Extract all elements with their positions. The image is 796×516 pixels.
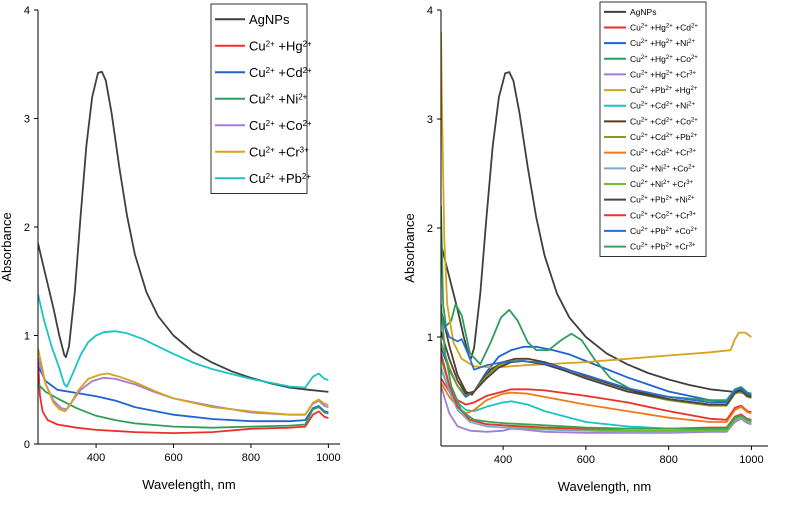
series-line-5 [38,348,329,416]
legend-entry: Cu2+ +Co2+ +Cr3+ [630,210,696,220]
series-line-7 [441,309,752,406]
legend-entry: Cu2+ +Pb2+ +Hg2+ [630,85,698,95]
y-tick-label: 2 [24,222,30,234]
series-line-12 [441,331,752,406]
legend-entry: Cu2+ +Co2+ [249,118,312,133]
legend-entry: AgNPs [630,7,656,17]
series-line-15 [441,304,752,430]
x-tick-label: 600 [577,454,595,466]
legend-entry: Cu2+ +Hg2+ +Ni2+ [630,38,695,48]
legend-entry: AgNPs [249,12,290,27]
legend-entry: Cu2+ +Ni2+ [249,91,308,106]
x-tick-label: 600 [164,452,182,464]
series-line-0 [38,70,329,393]
y-tick-label: 1 [24,331,30,343]
legend-entry: Cu2+ +Hg2+ +Cr3+ [630,69,696,79]
x-axis-label: Wavelength, nm [558,479,651,494]
x-tick-label: 800 [242,452,260,464]
legend-entry: Cu2+ +Pb2+ +Cr3+ [630,242,696,252]
legend-entry: Cu2+ +Hg2+ [249,38,312,53]
series-line-3 [38,383,329,429]
legend-entry: Cu2+ +Pb2+ [249,171,311,186]
y-tick-label: 4 [427,5,433,17]
legend-entry: Cu2+ +Cd2+ [249,65,312,80]
legend-entry: Cu2+ +Cd2+ +Co2+ [630,116,698,126]
legend-entry: Cu2+ +Pb2+ +Co2+ [630,226,698,236]
legend-entry: Cu2+ +Ni2+ +Co2+ [630,163,695,173]
x-tick-label: 400 [87,452,105,464]
legend: AgNPs Cu2+ +Hg2+ +Cd2+ Cu2+ +Hg2+ +Ni2+ Cu2… [599,1,707,257]
legend-entry: Cu2+ +Cd2+ +Cr3+ [630,148,696,158]
legend-entry: Cu2+ +Pb2+ +Ni2+ [630,195,695,205]
y-tick-label: 4 [24,5,30,17]
series-line-4 [441,385,752,434]
legend-entry: Cu2+ +Cd2+ +Ni2+ [630,101,695,111]
series-line-1 [38,359,329,434]
x-tick-label: 1000 [316,452,340,464]
legend-entry: Cu2+ +Cr3+ [249,144,309,159]
y-tick-label: 2 [427,223,433,235]
x-tick-label: 400 [494,454,512,466]
series-lines [441,31,752,434]
series-lines [38,70,329,434]
y-tick-label: 0 [24,439,30,451]
y-axis-label: Absorbance [402,213,417,282]
legend-box [599,1,707,257]
x-tick-label: 800 [659,454,677,466]
y-tick-label: 3 [24,114,30,126]
series-line-2 [38,365,329,423]
y-tick-label: 3 [427,114,433,126]
series-line-3 [441,206,752,402]
legend-entry: Cu2+ +Hg2+ +Co2+ [630,54,698,64]
legend-entry: Cu2+ +Ni2+ +Cr3+ [630,179,694,189]
chart-2: 400 600 800 1000 1 2 3 4 Wavelength, nm Absorbanc… [402,1,768,494]
chart-1: 400 600 800 1000 0 1 2 3 4 Wavelength, nm Absorban… [0,3,341,492]
x-axis-label: Wavelength, nm [142,477,235,492]
legend-entry: Cu2+ +Hg2+ +Cd2+ [630,22,698,32]
y-tick-label: 1 [427,332,433,344]
y-axis-label: Absorbance [0,212,14,281]
series-line-14 [441,314,752,404]
legend-box [210,3,308,194]
legend-entry: Cu2+ +Cd2+ +Pb2+ [630,132,698,142]
series-line-6 [38,294,329,389]
x-tick-label: 1000 [739,454,763,466]
series-line-13 [441,353,752,430]
legend: AgNPs Cu2+ +Hg2+ Cu2+ +Cd2+ Cu2+ +Ni2+ Cu2+ … [210,3,312,194]
series-line-1 [441,377,752,421]
